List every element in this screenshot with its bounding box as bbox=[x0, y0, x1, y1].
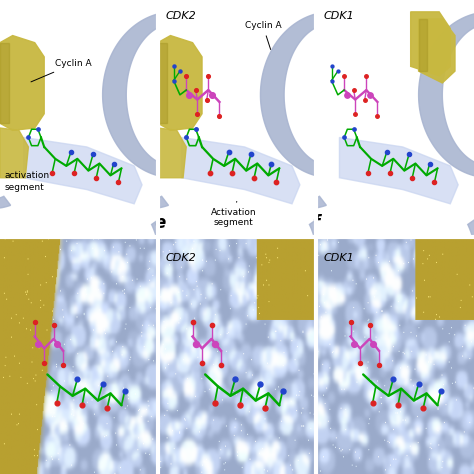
Polygon shape bbox=[247, 89, 327, 209]
Polygon shape bbox=[58, 212, 182, 344]
Text: Activation
segment: Activation segment bbox=[211, 201, 256, 227]
Polygon shape bbox=[0, 36, 44, 130]
Polygon shape bbox=[90, 89, 168, 209]
Polygon shape bbox=[216, 212, 339, 344]
Text: CDK1: CDK1 bbox=[324, 253, 355, 263]
Polygon shape bbox=[102, 12, 173, 178]
Text: CDK2: CDK2 bbox=[166, 253, 197, 263]
Polygon shape bbox=[419, 12, 474, 178]
Polygon shape bbox=[374, 212, 474, 344]
Polygon shape bbox=[339, 137, 458, 204]
Text: e: e bbox=[155, 214, 166, 232]
Text: f: f bbox=[312, 214, 320, 232]
Polygon shape bbox=[182, 137, 300, 204]
Polygon shape bbox=[158, 128, 186, 178]
Polygon shape bbox=[410, 12, 450, 76]
Polygon shape bbox=[419, 19, 455, 83]
Polygon shape bbox=[260, 12, 331, 178]
Polygon shape bbox=[24, 137, 142, 204]
Polygon shape bbox=[0, 43, 9, 123]
Text: Cyclin A: Cyclin A bbox=[245, 21, 281, 49]
Text: activation
segment: activation segment bbox=[5, 172, 50, 191]
Polygon shape bbox=[158, 36, 202, 130]
Text: CDK2: CDK2 bbox=[166, 11, 197, 21]
Text: CDK1: CDK1 bbox=[324, 11, 355, 21]
Polygon shape bbox=[0, 89, 10, 209]
Text: Cyclin A: Cyclin A bbox=[31, 59, 92, 82]
Polygon shape bbox=[0, 128, 28, 178]
Polygon shape bbox=[158, 43, 167, 123]
Polygon shape bbox=[419, 19, 427, 71]
